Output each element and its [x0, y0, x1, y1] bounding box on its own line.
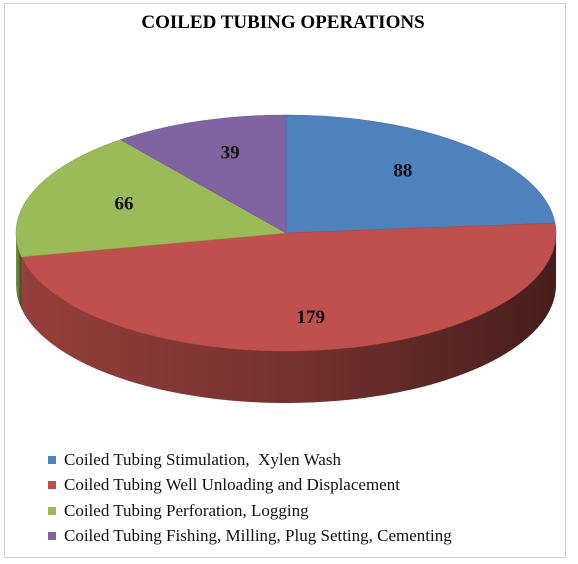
legend-label-3: Coiled Tubing Perforation, Logging — [64, 500, 309, 520]
legend-label-2: Coiled Tubing Well Unloading and Displac… — [64, 475, 400, 495]
pie-slice-2-side-shade — [21, 233, 556, 403]
legend-item-2: Coiled Tubing Well Unloading and Displac… — [48, 473, 558, 499]
data-label-1: 88 — [393, 160, 412, 181]
legend-item-1: Coiled Tubing Stimulation, Xylen Wash — [48, 447, 558, 473]
legend-swatch-2 — [48, 481, 56, 490]
legend: Coiled Tubing Stimulation, Xylen Wash Coi… — [48, 447, 558, 549]
data-label-4: 39 — [221, 143, 240, 164]
legend-swatch-3 — [48, 506, 56, 515]
pie-tops — [15, 114, 557, 352]
legend-item-3: Coiled Tubing Perforation, Logging — [48, 498, 558, 524]
legend-swatch-4 — [48, 532, 56, 541]
legend-label-1: Coiled Tubing Stimulation, Xylen Wash — [64, 449, 341, 469]
legend-item-4: Coiled Tubing Fishing, Milling, Plug Set… — [48, 524, 558, 550]
pie-labels: 88 179 66 39 — [114, 143, 412, 328]
pie-chart: 88 179 66 39 — [15, 114, 557, 403]
pie-slice-3-side-shade — [16, 233, 22, 309]
pie-slice-3 — [15, 139, 287, 258]
legend-label-4: Coiled Tubing Fishing, Milling, Plug Set… — [64, 526, 452, 546]
data-label-2: 179 — [296, 307, 325, 328]
legend-swatch-1 — [48, 455, 56, 464]
pie-slice-4 — [119, 114, 287, 234]
pie-sides — [16, 233, 556, 403]
pie-slice-2 — [21, 222, 557, 352]
chart-title: COILED TUBING OPERATIONS — [141, 12, 425, 33]
pie-slice-1 — [285, 114, 556, 234]
data-label-3: 66 — [114, 193, 133, 214]
